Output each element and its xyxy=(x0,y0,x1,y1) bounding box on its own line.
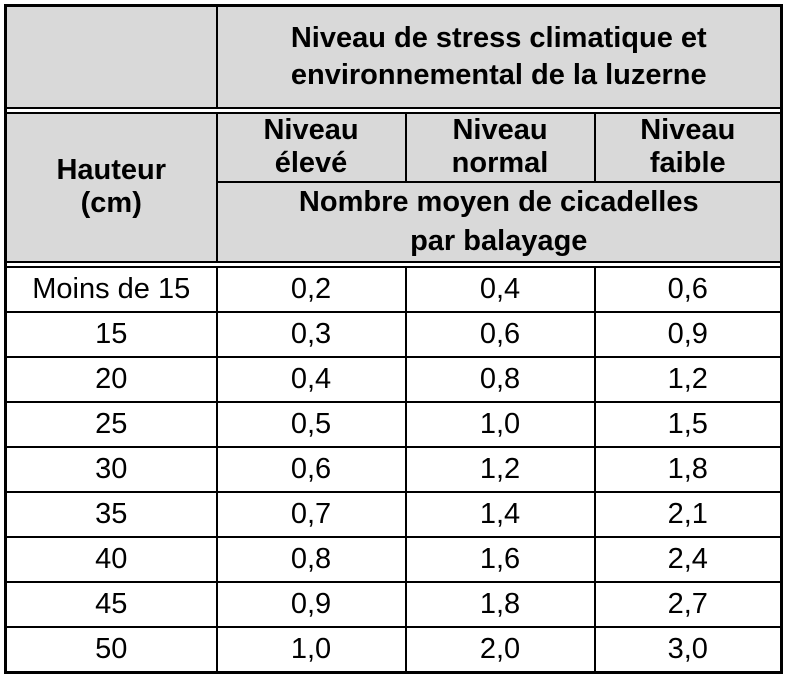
value-eleve: 0,8 xyxy=(215,535,407,583)
leafhopper-threshold-table: Niveau de stress climatique et environne… xyxy=(4,4,784,674)
table-title-cell: Niveau de stress climatique et environne… xyxy=(215,4,783,109)
value-faible: 0,9 xyxy=(593,310,783,358)
table-title-row: Niveau de stress climatique et environne… xyxy=(4,4,783,109)
subheader-row: Nombre moyen de cicadelles par balayage xyxy=(6,180,783,263)
value-eleve: 0,2 xyxy=(215,265,407,313)
col-header-niveau-faible: Niveau faible xyxy=(593,112,783,183)
value-faible: 1,2 xyxy=(593,355,783,403)
value-eleve: 0,5 xyxy=(215,400,407,448)
value-normal: 1,2 xyxy=(404,445,596,493)
hauteur-value: 50 xyxy=(4,625,218,674)
value-normal: 1,4 xyxy=(404,490,596,538)
subheader-line2: par balayage xyxy=(410,224,588,257)
table-title-line2: environnemental de la luzerne xyxy=(290,59,707,91)
double-rule-separator xyxy=(4,260,783,268)
col-header-niveau-faible-line1: Niveau xyxy=(640,114,736,146)
table-row: Moins de 15 0,2 0,4 0,6 xyxy=(4,265,783,313)
value-normal: 0,4 xyxy=(404,265,596,313)
hauteur-value: 40 xyxy=(4,535,218,583)
table-row: 25 0,5 1,0 1,5 xyxy=(4,400,783,448)
double-rule-separator-cell xyxy=(4,260,783,268)
hauteur-value: 35 xyxy=(4,490,218,538)
value-eleve: 0,9 xyxy=(215,580,407,628)
value-faible: 2,1 xyxy=(593,490,783,538)
value-eleve: 0,3 xyxy=(215,310,407,358)
col-header-niveau-normal: Niveau normal xyxy=(404,112,596,183)
value-eleve: 0,7 xyxy=(215,490,407,538)
value-normal: 0,8 xyxy=(404,355,596,403)
row-header-hauteur-line1: Hauteur xyxy=(56,154,167,187)
value-normal: 1,8 xyxy=(404,580,596,628)
value-faible: 0,6 xyxy=(593,265,783,313)
double-rule-separator xyxy=(4,107,783,114)
subheader-cell: Nombre moyen de cicadelles par balayage xyxy=(215,180,783,263)
table-title-line1: Niveau de stress climatique et xyxy=(290,21,707,54)
value-eleve: 0,4 xyxy=(215,355,407,403)
hauteur-value: 30 xyxy=(4,445,218,493)
value-normal: 2,0 xyxy=(404,625,596,674)
table-row: 20 0,4 0,8 1,2 xyxy=(4,355,783,403)
subheader-line1: Nombre moyen de cicadelles xyxy=(298,185,699,218)
hauteur-value: 45 xyxy=(4,580,218,628)
col-header-niveau-normal-line1: Niveau xyxy=(452,114,548,146)
value-faible: 1,5 xyxy=(593,400,783,448)
col-header-niveau-eleve: Niveau élevé xyxy=(215,112,407,183)
col-header-niveau-eleve-line1: Niveau xyxy=(263,114,359,146)
value-faible: 3,0 xyxy=(593,625,783,674)
hauteur-value: 15 xyxy=(4,310,218,358)
table-row: 50 1,0 2,0 3,0 xyxy=(4,625,783,674)
corner-empty-cell xyxy=(4,4,218,109)
col-header-niveau-eleve-line2: élevé xyxy=(274,147,348,180)
table-row: 30 0,6 1,2 1,8 xyxy=(4,445,783,493)
value-eleve: 0,6 xyxy=(215,445,407,493)
value-faible: 2,4 xyxy=(593,535,783,583)
value-eleve: 1,0 xyxy=(215,625,407,674)
value-faible: 1,8 xyxy=(593,445,783,493)
table-row: 15 0,3 0,6 0,9 xyxy=(4,310,783,358)
value-normal: 0,6 xyxy=(404,310,596,358)
table-row: 40 0,8 1,6 2,4 xyxy=(4,535,783,583)
value-normal: 1,6 xyxy=(404,535,596,583)
row-header-hauteur-line2: (cm) xyxy=(80,187,142,220)
value-faible: 2,7 xyxy=(593,580,783,628)
column-headers-row: Hauteur (cm) Niveau élevé Niveau normal … xyxy=(4,112,783,263)
row-header-hauteur-cell: Hauteur (cm) xyxy=(4,112,218,263)
hauteur-value: 25 xyxy=(4,400,218,448)
hauteur-value: Moins de 15 xyxy=(4,265,218,313)
table-row: 45 0,9 1,8 2,7 xyxy=(4,580,783,628)
col-header-niveau-faible-line2: faible xyxy=(649,147,726,180)
value-normal: 1,0 xyxy=(404,400,596,448)
col-header-niveau-normal-line2: normal xyxy=(451,147,549,180)
hauteur-value: 20 xyxy=(4,355,218,403)
table-row: 35 0,7 1,4 2,1 xyxy=(4,490,783,538)
double-rule-separator-cell xyxy=(4,107,783,114)
